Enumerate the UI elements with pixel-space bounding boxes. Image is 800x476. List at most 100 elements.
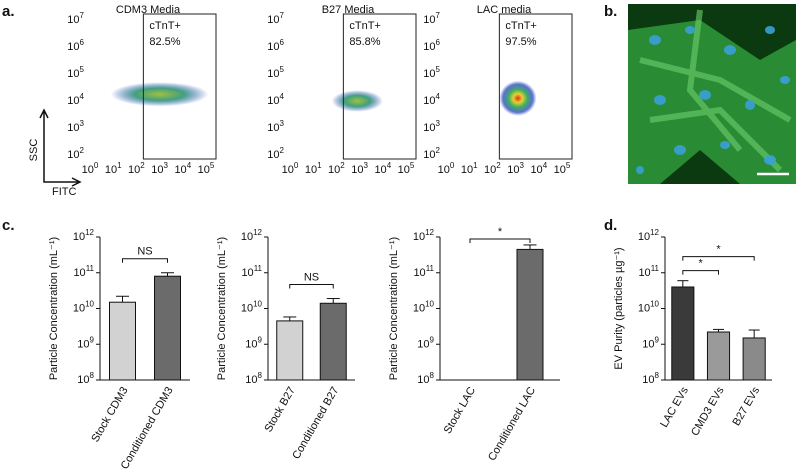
gate-label: 82.5% [149, 36, 180, 48]
bar [516, 248, 544, 381]
panel-label: a. [2, 3, 15, 20]
y-tick-label: 106 [67, 38, 84, 53]
x-tick-label: LAC EVs [658, 385, 691, 430]
x-tick-label: Stock B27 [262, 385, 297, 434]
y-axis-label: Particle Concentration (mL⁻¹) [388, 237, 400, 380]
bar [742, 337, 766, 381]
gate-label: 97.5% [505, 36, 536, 48]
x-tick-label: Conditioned LAC [486, 385, 538, 463]
gate [498, 13, 573, 160]
y-tick-label: 103 [267, 119, 284, 134]
y-tick-label: 1012 [638, 228, 660, 243]
error-bar [677, 280, 689, 287]
y-tick-label: 104 [67, 92, 84, 107]
y-tick-label: 1010 [413, 300, 435, 315]
y-tick-label: 107 [423, 11, 440, 26]
significance-label: NS [137, 246, 152, 258]
y-tick-label: 108 [245, 371, 262, 386]
x-tick-label: 104 [374, 161, 391, 176]
x-tick-label: 103 [507, 161, 524, 176]
y-tick-label: 109 [77, 335, 94, 350]
y-tick-label: 1012 [241, 228, 263, 243]
plot-title: B27 Media [322, 4, 375, 16]
gate-label: cTnT+ [149, 20, 180, 32]
x-tick-label: 101 [461, 161, 478, 176]
gate-label: cTnT+ [349, 20, 380, 32]
gate-label: cTnT+ [505, 20, 536, 32]
y-tick-label: 109 [642, 335, 659, 350]
y-tick-label: 1012 [413, 228, 435, 243]
x-tick-label: 105 [554, 161, 571, 176]
y-tick-label: 104 [267, 92, 284, 107]
plot-title: LAC media [477, 4, 532, 16]
y-tick-label: 109 [245, 335, 262, 350]
y-tick-label: 106 [267, 38, 284, 53]
y-axis-label: EV Purity (particles µg⁻¹) [613, 247, 625, 369]
y-tick-label: 102 [267, 146, 284, 161]
y-tick-label: 108 [77, 371, 94, 386]
y-tick-label: 105 [67, 65, 84, 80]
y-tick-label: 1010 [73, 300, 95, 315]
y-tick-label: 1011 [638, 264, 659, 279]
x-tick-label: 100 [82, 161, 99, 176]
gate [142, 13, 217, 160]
y-tick-label: 1010 [638, 300, 660, 315]
y-tick-label: 104 [423, 92, 440, 107]
bar [706, 331, 731, 381]
y-tick-label: 1011 [241, 264, 262, 279]
significance-bracket [682, 270, 719, 275]
significance-label: * [498, 226, 503, 238]
y-tick-label: 107 [267, 11, 284, 26]
significance-bracket [682, 256, 755, 261]
x-tick-label: 103 [151, 161, 168, 176]
panel-label: c. [2, 217, 15, 234]
y-tick-label: 102 [423, 146, 440, 161]
error-bar [283, 316, 297, 321]
x-tick-label: 102 [484, 161, 501, 176]
y-tick-label: 1011 [73, 264, 94, 279]
x-tick-label: 105 [198, 161, 215, 176]
x-tick-label: Stock CDM3 [89, 385, 130, 444]
x-tick-label: 101 [105, 161, 122, 176]
x-tick-label: 102 [328, 161, 345, 176]
significance-bracket [289, 284, 334, 289]
error-bar [523, 244, 537, 250]
significance-bracket [469, 238, 531, 243]
panel-label: d. [604, 217, 617, 234]
y-tick-label: 1011 [413, 264, 434, 279]
error-bar [161, 272, 174, 277]
y-axis-label: Particle Concentration (mL⁻¹) [48, 237, 60, 380]
axis-arrow [39, 108, 82, 187]
x-tick-label: Stock LAC [442, 385, 478, 436]
bar [319, 302, 347, 381]
gate [342, 13, 417, 160]
x-tick-label: 101 [305, 161, 322, 176]
bar [154, 275, 181, 381]
error-bar [712, 328, 725, 333]
x-axis-label: FITC [52, 186, 76, 198]
bar [671, 286, 695, 381]
y-tick-label: 105 [267, 65, 284, 80]
x-tick-label: 103 [351, 161, 368, 176]
panel-label: b. [604, 3, 617, 20]
y-tick-label: 106 [423, 38, 440, 53]
y-tick-label: 1012 [73, 228, 95, 243]
gate-label: 85.8% [349, 36, 380, 48]
micrograph [628, 4, 796, 184]
x-tick-label: Conditioned B27 [290, 385, 341, 461]
y-tick-label: 1010 [241, 300, 263, 315]
error-bar [326, 298, 340, 304]
y-tick-label: 108 [417, 371, 434, 386]
y-tick-label: 109 [417, 335, 434, 350]
x-tick-label: 100 [282, 161, 299, 176]
x-tick-label: Conditioned CDM3 [119, 385, 176, 471]
density-cloud [499, 80, 537, 116]
y-tick-label: 105 [423, 65, 440, 80]
y-tick-label: 107 [67, 11, 84, 26]
y-tick-label: 103 [67, 119, 84, 134]
density-cloud [110, 82, 209, 107]
y-tick-label: 108 [642, 371, 659, 386]
plot-title: CDM3 Media [116, 4, 181, 16]
error-bar [748, 329, 760, 338]
